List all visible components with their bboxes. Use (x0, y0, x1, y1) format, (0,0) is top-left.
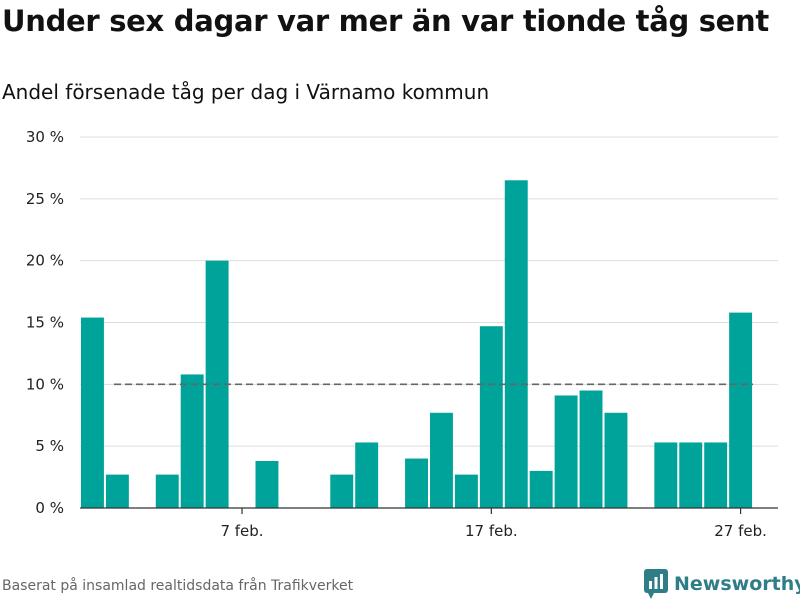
bar (504, 180, 528, 509)
y-tick-label: 15 % (26, 314, 64, 332)
bar (430, 412, 453, 508)
bar (155, 474, 179, 508)
bar (554, 395, 578, 508)
x-tick-label: 27 feb. (714, 522, 767, 540)
y-axis-ticks: 0 % 5 % 10 % 15 % 20 % 25 % 30 % (26, 128, 64, 517)
x-tick-label: 7 feb. (220, 522, 263, 540)
x-axis-ticks: 7 feb. 17 feb. 27 feb. (220, 508, 767, 540)
x-tick-label: 17 feb. (465, 522, 518, 540)
chart-title: Under sex dagar var mer än var tionde tå… (2, 4, 769, 38)
bar (529, 470, 553, 508)
bar (479, 326, 503, 508)
newsworthy-brand: Newsworthy (644, 569, 800, 599)
y-tick-label: 25 % (26, 190, 64, 208)
bar (454, 474, 478, 508)
bar (81, 317, 104, 508)
brand-name: Newsworthy (674, 573, 800, 595)
y-tick-label: 5 % (35, 437, 64, 455)
bar (405, 458, 428, 508)
bar (604, 412, 628, 508)
chart-subtitle: Andel försenade tåg per dag i Värnamo ko… (2, 80, 490, 104)
bar (255, 461, 279, 508)
bar (679, 442, 703, 508)
bars (81, 180, 753, 509)
bar (654, 442, 678, 508)
bar (105, 474, 129, 508)
y-tick-label: 10 % (26, 375, 64, 393)
bar (330, 474, 354, 508)
newsworthy-logo-icon (644, 569, 668, 599)
y-tick-label: 0 % (35, 499, 64, 517)
bar (579, 390, 603, 508)
bar (729, 312, 753, 508)
source-note: Baserat på insamlad realtidsdata från Tr… (2, 578, 354, 594)
bar (355, 442, 379, 508)
y-tick-label: 30 % (26, 128, 64, 146)
bar (180, 374, 204, 508)
y-tick-label: 20 % (26, 252, 64, 270)
bar (704, 442, 728, 508)
